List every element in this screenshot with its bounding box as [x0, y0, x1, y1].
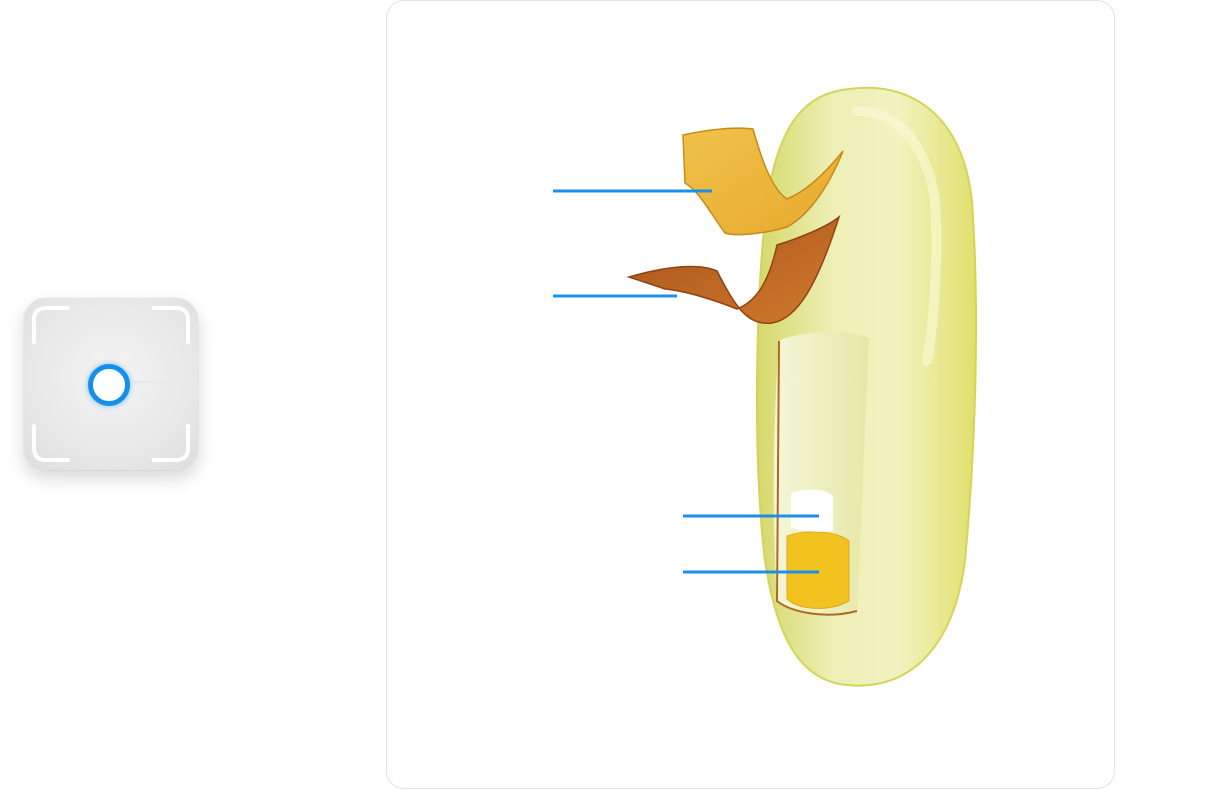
bran-layer: [626, 214, 841, 324]
focus-brackets-icon: [32, 306, 190, 462]
scan-widget[interactable]: [0, 0, 260, 790]
rice-grain-illustration: [553, 86, 978, 687]
diagram-panel: [386, 0, 1115, 789]
focus-connector: [134, 381, 198, 383]
husk-layer: [682, 127, 844, 236]
focus-point-button[interactable]: [88, 364, 130, 406]
grain-body: [755, 86, 978, 687]
